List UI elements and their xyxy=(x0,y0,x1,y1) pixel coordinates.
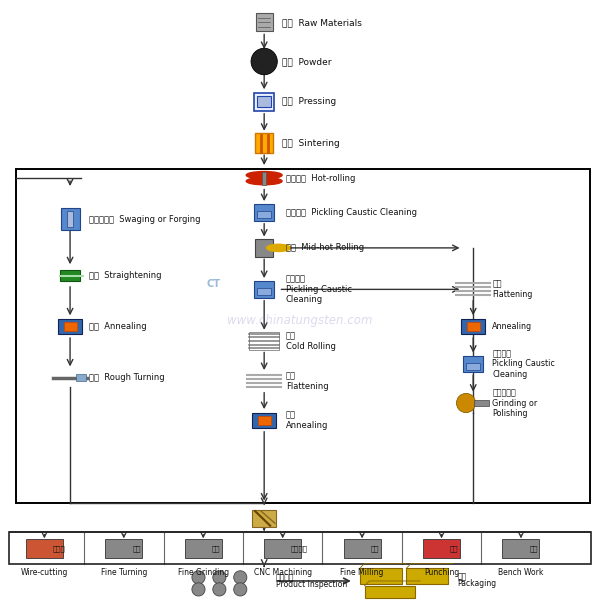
Circle shape xyxy=(213,583,226,596)
Text: Fine Milling: Fine Milling xyxy=(340,568,384,577)
Bar xyxy=(360,568,401,584)
Text: 酸、硷洗  Pickling Caustic Cleaning: 酸、硷洗 Pickling Caustic Cleaning xyxy=(286,208,416,217)
Text: 线切割: 线切割 xyxy=(53,545,65,552)
FancyBboxPatch shape xyxy=(257,288,271,295)
FancyBboxPatch shape xyxy=(257,416,271,425)
FancyBboxPatch shape xyxy=(256,13,272,31)
FancyBboxPatch shape xyxy=(257,211,271,219)
FancyBboxPatch shape xyxy=(461,320,485,334)
Text: 精磨: 精磨 xyxy=(212,545,220,552)
Text: Fine Turning: Fine Turning xyxy=(101,568,147,577)
Text: 成品检验: 成品检验 xyxy=(276,573,295,582)
Ellipse shape xyxy=(246,178,282,185)
Ellipse shape xyxy=(266,244,290,251)
FancyBboxPatch shape xyxy=(463,356,484,372)
Bar xyxy=(406,568,448,584)
Text: 校平
Flattening: 校平 Flattening xyxy=(286,371,328,391)
FancyBboxPatch shape xyxy=(26,539,63,558)
Text: 锻造或旋锻  Swaging or Forging: 锻造或旋锻 Swaging or Forging xyxy=(89,214,200,223)
Text: www.chinatungsten.com: www.chinatungsten.com xyxy=(227,313,373,327)
Text: 酸、硷洗
Pickling Caustic
Cleaning: 酸、硷洗 Pickling Caustic Cleaning xyxy=(493,349,555,379)
Ellipse shape xyxy=(246,172,282,179)
FancyBboxPatch shape xyxy=(185,539,222,558)
Text: 热轧开坏  Hot-rolling: 热轧开坏 Hot-rolling xyxy=(286,173,355,182)
Circle shape xyxy=(234,571,247,584)
FancyBboxPatch shape xyxy=(255,239,273,257)
Text: 冲压: 冲压 xyxy=(450,545,458,552)
FancyBboxPatch shape xyxy=(466,363,481,370)
Text: 制粉  Powder: 制粉 Powder xyxy=(282,57,332,66)
FancyBboxPatch shape xyxy=(254,93,274,111)
FancyBboxPatch shape xyxy=(58,320,82,334)
Text: Punching: Punching xyxy=(424,568,459,577)
Text: 磨光或抛光
Grinding or
Polishing: 磨光或抛光 Grinding or Polishing xyxy=(493,388,538,418)
FancyBboxPatch shape xyxy=(257,97,271,107)
Text: Bench Work: Bench Work xyxy=(498,568,544,577)
FancyBboxPatch shape xyxy=(262,172,266,185)
Circle shape xyxy=(213,571,226,584)
FancyBboxPatch shape xyxy=(423,539,460,558)
Text: 原料  Raw Materials: 原料 Raw Materials xyxy=(282,18,362,27)
Text: 镑工: 镑工 xyxy=(529,545,538,552)
Text: 酸、硷洗
Pickling Caustic
Cleaning: 酸、硷洗 Pickling Caustic Cleaning xyxy=(286,274,352,304)
Text: Product Inspection: Product Inspection xyxy=(276,580,347,589)
FancyBboxPatch shape xyxy=(475,400,489,406)
FancyBboxPatch shape xyxy=(502,539,539,558)
FancyBboxPatch shape xyxy=(344,539,380,558)
Text: Annealing: Annealing xyxy=(493,322,532,331)
FancyBboxPatch shape xyxy=(255,133,273,153)
Circle shape xyxy=(192,583,205,596)
Text: 加工中心: 加工中心 xyxy=(291,545,308,552)
FancyBboxPatch shape xyxy=(60,270,80,281)
Text: 退火  Annealing: 退火 Annealing xyxy=(89,322,147,331)
Circle shape xyxy=(234,583,247,596)
Bar xyxy=(365,586,415,598)
Text: 校平
Flattening: 校平 Flattening xyxy=(493,280,533,299)
Text: 冷轧
Cold Rolling: 冷轧 Cold Rolling xyxy=(286,332,335,351)
Text: 包装: 包装 xyxy=(458,572,467,581)
Circle shape xyxy=(251,48,277,75)
Text: 调直  Straightening: 调直 Straightening xyxy=(89,271,161,280)
FancyBboxPatch shape xyxy=(254,204,274,221)
FancyBboxPatch shape xyxy=(264,539,301,558)
Text: CNC Machining: CNC Machining xyxy=(254,568,312,577)
FancyBboxPatch shape xyxy=(467,322,480,332)
Text: CT: CT xyxy=(206,279,220,289)
Bar xyxy=(16,169,590,503)
Circle shape xyxy=(457,393,476,413)
Text: 成型  Pressing: 成型 Pressing xyxy=(282,97,337,106)
Text: 精车: 精车 xyxy=(132,545,140,552)
FancyBboxPatch shape xyxy=(252,510,276,527)
Text: 粗车  Rough Turning: 粗车 Rough Turning xyxy=(89,373,165,382)
Text: Wire-cutting: Wire-cutting xyxy=(21,568,68,577)
Circle shape xyxy=(192,571,205,584)
Text: 精鐵: 精鐵 xyxy=(370,545,379,552)
Bar xyxy=(8,532,592,564)
Text: Fine Grinding: Fine Grinding xyxy=(178,568,229,577)
Text: 退火
Annealing: 退火 Annealing xyxy=(286,411,328,430)
Text: Packaging: Packaging xyxy=(458,579,497,588)
FancyBboxPatch shape xyxy=(76,374,86,381)
FancyBboxPatch shape xyxy=(106,539,142,558)
FancyBboxPatch shape xyxy=(64,322,77,332)
FancyBboxPatch shape xyxy=(252,413,276,428)
Text: 烧结  Sintering: 烧结 Sintering xyxy=(282,139,340,148)
FancyBboxPatch shape xyxy=(254,281,274,298)
FancyBboxPatch shape xyxy=(61,208,80,230)
Text: 温轧  Mid-hot Rolling: 温轧 Mid-hot Rolling xyxy=(286,243,364,252)
FancyBboxPatch shape xyxy=(67,211,73,228)
